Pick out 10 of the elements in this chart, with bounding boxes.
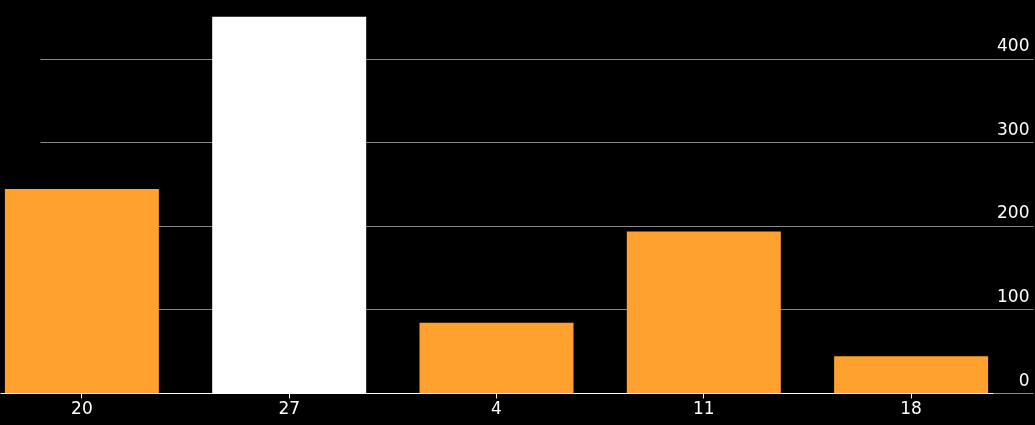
x-tick-label: 20	[71, 397, 93, 418]
x-tick-label: 18	[900, 397, 922, 418]
y-tick-label: 0	[1018, 369, 1030, 390]
y-tick-label: 200	[997, 202, 1030, 223]
y-tick-label: 400	[997, 35, 1030, 56]
y-tick-label: 100	[997, 285, 1030, 306]
x-tick-label: 4	[491, 397, 502, 418]
x-tick-label: 11	[692, 397, 715, 418]
x-tick-label: 27	[278, 397, 301, 418]
y-tick-label: 300	[997, 118, 1030, 139]
